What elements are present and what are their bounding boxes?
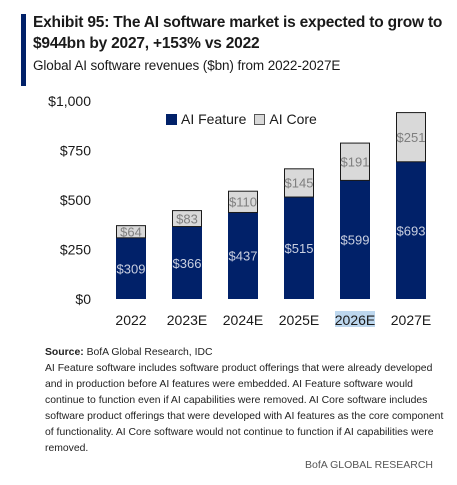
bars: $309 $64 $366 $83 $437 $110 $515 $145 $599 $191 $6… xyxy=(116,112,426,299)
bar-ai-core xyxy=(396,112,426,163)
stacked-bar-chart: $0$250$500$750$1,000 $309$64$366$83$437$… xyxy=(48,93,431,328)
y-tick-label: $750 xyxy=(60,143,91,159)
bar-ai-core xyxy=(228,190,258,213)
x-tick-label: 2026E xyxy=(335,312,375,328)
bar-ai-feature xyxy=(340,180,370,299)
bar-ai-feature xyxy=(284,197,314,299)
chart-note: AI Feature software includes software pr… xyxy=(45,363,444,454)
source-text: BofA Global Research, IDC xyxy=(86,347,213,358)
data-label-ai-feature: $599 xyxy=(341,233,370,248)
bar-ai-core xyxy=(172,210,202,228)
bar-ai-core xyxy=(340,142,370,181)
bar-ai-feature xyxy=(116,237,146,299)
data-label-ai-feature: $515 xyxy=(285,241,314,256)
y-tick-label: $0 xyxy=(75,291,91,307)
data-label-ai-core: $145 xyxy=(285,176,314,191)
data-label-ai-feature: $366 xyxy=(173,256,202,271)
data-label-ai-core: $191 xyxy=(341,154,370,169)
data-label-ai-core: $251 xyxy=(397,130,426,145)
title-accent-bar xyxy=(21,14,26,86)
y-axis: $0 $250 $500 $750 $1,000 xyxy=(48,93,91,307)
data-label-ai-core: $110 xyxy=(229,195,257,210)
data-label-ai-core: $83 xyxy=(176,211,198,226)
data-label-ai-feature: $437 xyxy=(229,249,258,264)
legend-label-ai-feature: AI Feature xyxy=(181,111,247,127)
bar-ai-feature xyxy=(172,226,202,299)
y-tick-label: $500 xyxy=(60,192,91,208)
bar-ai-core xyxy=(116,225,146,239)
legend-label-ai-core: AI Core xyxy=(269,111,317,127)
x-tick-highlight xyxy=(335,311,375,327)
legend-item-ai-core: AI Core xyxy=(254,111,317,127)
legend-item-ai-feature: AI Feature xyxy=(166,111,246,127)
chart-subtitle: Global AI software revenues ($bn) from 2… xyxy=(33,58,341,73)
x-axis: 2022 2023E 2024E 2025E 2026E 2027E xyxy=(115,311,431,328)
source-line: Source: BofA Global Research, IDC xyxy=(45,345,445,361)
x-tick-label: 2025E xyxy=(279,312,319,328)
x-tick-label: 2024E xyxy=(223,312,263,328)
legend: AI Feature AI Core xyxy=(166,111,317,127)
bar-ai-core xyxy=(284,168,314,198)
legend-swatch-ai-core xyxy=(254,113,266,125)
bar-ai-feature xyxy=(228,212,258,299)
source-label: Source: xyxy=(45,347,84,358)
y-tick-label: $250 xyxy=(60,242,91,258)
x-tick-label: 2022 xyxy=(115,312,146,328)
bar-ai-feature xyxy=(396,161,426,299)
y-tick-label: $1,000 xyxy=(48,93,91,109)
chart-title: Exhibit 95: The AI software market is ex… xyxy=(33,14,443,52)
data-label-ai-core: $64 xyxy=(120,224,142,239)
data-label-ai-feature: $309 xyxy=(117,261,146,276)
legend-swatch-ai-feature xyxy=(166,113,177,125)
x-tick-label: 2023E xyxy=(167,312,207,328)
x-tick-label: 2027E xyxy=(391,312,431,328)
data-label-ai-feature: $693 xyxy=(397,223,426,238)
footer-brand: BofA GLOBAL RESEARCH xyxy=(305,459,433,471)
